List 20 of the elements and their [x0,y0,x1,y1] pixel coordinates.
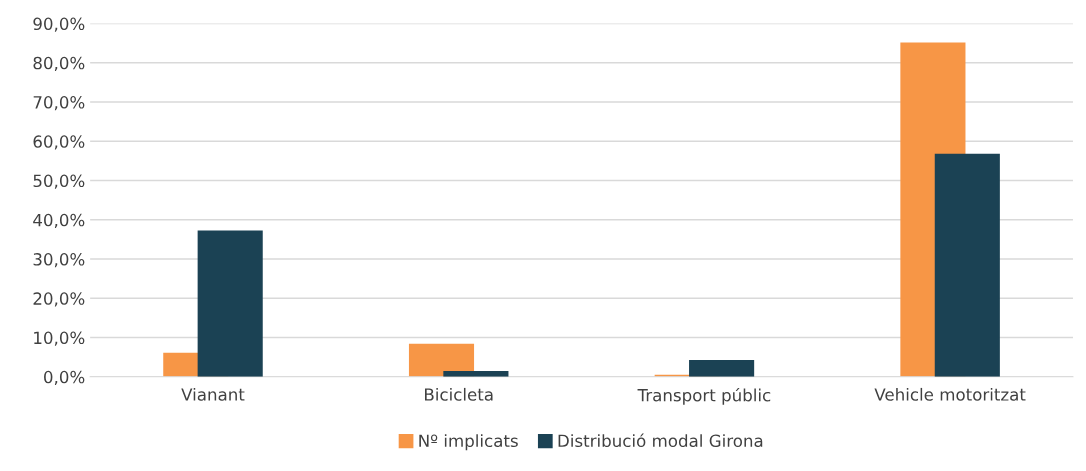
y-tick-label: 70,0% [33,96,85,111]
y-tick-label: 20,0% [33,292,85,307]
y-tick-label: 30,0% [33,253,85,268]
x-tick-label: Vianant [181,387,245,401]
y-tick-label: 0,0% [44,370,85,386]
x-tick-label: Bicicleta [425,387,493,401]
legend-label: Distribució modal Girona [558,433,763,448]
bar [408,343,475,377]
y-tick-label: 90,0% [33,17,85,32]
x-tick-label: Transport públic [637,387,771,405]
y-tick-label: 40,0% [33,213,85,229]
y-tick-label: 10,0% [34,331,85,346]
bar [689,359,755,377]
legend-label: Nº implicats [419,434,518,451]
bar [934,153,1000,377]
x-tick-label: Vehicle motoritzat [874,387,1026,401]
y-tick-label: 50,0% [33,174,85,189]
bar [197,230,263,377]
y-tick-label: 80,0% [33,56,85,72]
y-tick-label: 60,0% [33,135,85,150]
